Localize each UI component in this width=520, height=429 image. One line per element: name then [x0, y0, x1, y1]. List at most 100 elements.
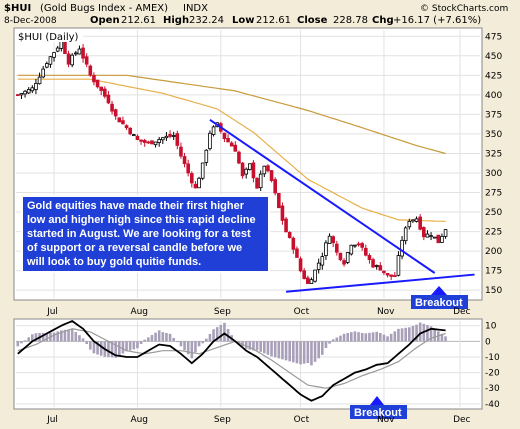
macd-y-tick: 10 — [485, 322, 497, 332]
candle-body — [320, 256, 325, 266]
candle-body — [124, 125, 129, 129]
macd-histogram-bar — [259, 341, 262, 352]
candle-body — [436, 234, 441, 244]
macd-histogram-bar — [147, 337, 150, 342]
candle-body — [266, 165, 270, 172]
candle-body — [396, 255, 401, 276]
candle-body — [161, 137, 165, 141]
price-y-tick: 350 — [485, 130, 502, 140]
header-high-label: High — [163, 15, 189, 26]
macd-histogram-bar — [20, 341, 23, 344]
candle-body — [255, 178, 259, 189]
candle-body — [440, 235, 444, 243]
header-date: 8-Dec-2008 — [4, 16, 57, 26]
header-low-value: 212.61 — [256, 15, 291, 26]
candle-body — [132, 134, 136, 137]
macd-histogram-bar — [328, 341, 331, 344]
macd-histogram-bar — [179, 341, 183, 347]
candle-body — [200, 162, 205, 179]
candle-body — [45, 63, 49, 68]
macd-histogram-bar — [295, 341, 299, 364]
candle-body — [48, 56, 53, 65]
candle-body — [280, 205, 285, 221]
trendline — [209, 119, 436, 274]
macd-histogram-bar — [429, 326, 433, 342]
candle-body — [277, 192, 281, 209]
price-y-tick: 425 — [485, 71, 502, 81]
candle-body — [77, 48, 82, 55]
macd-histogram-bar — [23, 340, 27, 342]
breakout-arrow-icon — [431, 286, 447, 295]
candle-body — [182, 156, 187, 165]
macd-histogram-bar — [299, 341, 302, 365]
candle-body — [302, 270, 306, 279]
macd-histogram-bar — [281, 341, 284, 360]
header-exchange: INDX — [183, 3, 208, 14]
macd-histogram-bar — [45, 332, 49, 342]
candle-body — [258, 173, 263, 189]
candle-body — [139, 139, 143, 142]
candle-body — [146, 141, 151, 144]
candle-body — [403, 227, 408, 242]
price-x-tick: Oct — [294, 307, 310, 317]
macd-histogram-bar — [172, 337, 175, 342]
candle-body — [55, 47, 60, 52]
macd-histogram-bar — [67, 329, 70, 342]
macd-histogram-bar — [136, 341, 139, 349]
candle-body — [95, 79, 100, 88]
macd-histogram-bar — [110, 341, 114, 358]
macd-y-tick: -10 — [485, 353, 500, 363]
macd-histogram-bar — [143, 339, 146, 342]
candle-body — [128, 127, 132, 135]
macd-histogram-bar — [118, 341, 121, 356]
macd-histogram-bar — [317, 341, 320, 359]
header-chg-value: +16.17 (+7.61%) — [393, 15, 481, 26]
macd-histogram-bar — [34, 333, 38, 342]
macd-histogram-bar — [393, 331, 397, 342]
price-x-tick: Dec — [453, 307, 470, 317]
candle-body — [171, 135, 176, 137]
macd-histogram-bar — [335, 337, 339, 342]
candle-body — [168, 134, 172, 137]
macd-histogram-bar — [41, 332, 45, 342]
candle-body — [291, 237, 296, 250]
macd-histogram-bar — [150, 334, 154, 342]
macd-histogram-bar — [154, 332, 157, 342]
macd-histogram-bar — [400, 328, 404, 342]
candle-body — [244, 168, 248, 175]
candle-body — [385, 272, 390, 276]
price-y-tick: 450 — [485, 52, 502, 62]
price-y-tick: 200 — [485, 247, 502, 257]
macd-histogram-bar — [89, 341, 92, 350]
candle-body — [400, 239, 404, 257]
candle-body — [295, 248, 299, 258]
candle-body — [193, 183, 198, 189]
candle-body — [411, 219, 415, 222]
price-y-tick: 400 — [485, 91, 502, 101]
macd-y-tick: -20 — [485, 369, 500, 379]
header-name: (Gold Bugs Index - AMEX) — [40, 3, 168, 14]
macd-histogram-bar — [426, 325, 429, 342]
candle-body — [84, 56, 89, 65]
candle-body — [226, 138, 230, 143]
candle-body — [327, 235, 332, 244]
macd-histogram-bar — [74, 331, 78, 342]
header-open-value: 212.61 — [121, 15, 156, 26]
candle-body — [34, 83, 38, 90]
macd-line — [17, 319, 446, 402]
candle-body — [335, 243, 339, 253]
candle-body — [432, 236, 437, 239]
candle-body — [378, 265, 383, 271]
annotation-line-1: Gold equities have made their first high… — [27, 200, 245, 212]
macd-histogram-bar — [128, 341, 132, 351]
macd-histogram-bar — [306, 341, 310, 364]
candle-body — [113, 109, 118, 117]
candle-body — [233, 144, 238, 152]
macd-y-axis: -40 -30 -20 -10 0 10 — [485, 322, 500, 410]
candle-body — [70, 54, 74, 66]
macd-histogram-bar — [382, 334, 386, 342]
candle-body — [117, 117, 122, 123]
candle-body — [150, 140, 154, 145]
macd-histogram-bar — [223, 322, 226, 342]
trendline — [285, 273, 475, 293]
